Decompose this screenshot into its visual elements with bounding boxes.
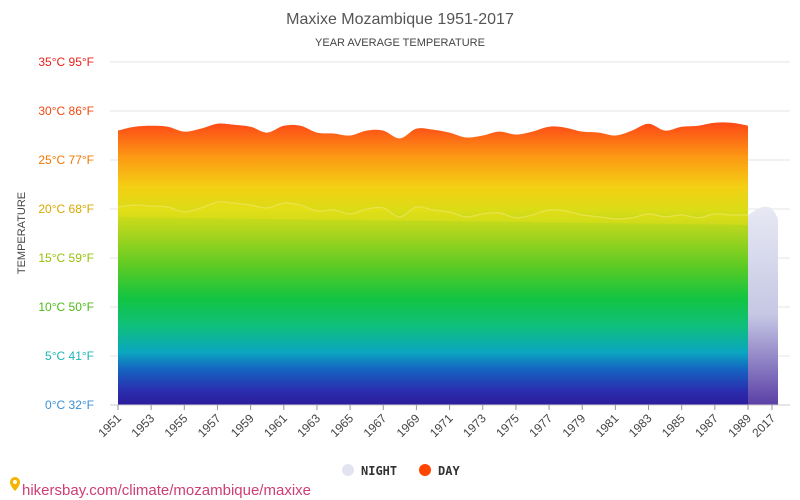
legend-day-swatch[interactable] [419,464,431,476]
day-series-area[interactable] [118,122,748,406]
x-tick-label: 1981 [593,411,622,440]
x-tick-label: 1973 [460,411,489,440]
y-tick-label: 25°C 77°F [38,153,94,167]
plot-areas [117,122,778,406]
y-axis-labels: 0°C 32°F 5°C 41°F 10°C 50°F 15°C 59°F 20°C 6… [38,55,94,412]
x-tick-label: 1961 [261,411,290,440]
x-tick-label: 1977 [526,411,555,440]
source-link[interactable]: hikersbay.com/climate/mozambique/maxixe [10,477,311,499]
night-series-band[interactable] [118,201,748,225]
x-tick-label: 1989 [725,411,754,440]
x-tick-label: 1957 [195,411,224,440]
x-tick-label: 1963 [294,411,323,440]
x-tick-label: 1985 [659,411,688,440]
x-tick-label: 1983 [626,411,655,440]
legend-day-label[interactable]: DAY [438,464,460,478]
x-tick-label: 1969 [394,411,423,440]
x-tick-label: 1965 [327,411,356,440]
legend-night-label[interactable]: NIGHT [361,464,397,478]
x-tick-label: 1959 [228,411,257,440]
x-tick-label: 1953 [128,411,157,440]
x-tick-label: 1955 [162,411,191,440]
x-axis: 1951 1953 1955 1957 1959 1961 1963 1965 1967 1969… [95,404,790,440]
chart-subtitle: YEAR AVERAGE TEMPERATURE [315,37,485,49]
y-axis-title: TEMPERATURE [16,192,28,274]
y-tick-label: 15°C 59°F [38,251,94,265]
x-tick-label: 1971 [427,411,456,440]
legend-night-swatch[interactable] [342,464,354,476]
source-url[interactable]: hikersbay.com/climate/mozambique/maxixe [22,482,311,499]
y-tick-label: 5°C 41°F [45,349,94,363]
map-pin-icon [10,477,20,491]
night-series-line[interactable] [117,201,749,220]
y-tick-label: 20°C 68°F [38,202,94,216]
x-tick-label: 1951 [95,411,124,440]
x-tick-label: 1987 [692,411,721,440]
x-tick-label: 2017 [749,411,778,440]
y-tick-label: 0°C 32°F [45,398,94,412]
x-tick-label: 1967 [361,411,390,440]
y-tick-label: 10°C 50°F [38,300,94,314]
y-tick-label: 30°C 86°F [38,104,94,118]
night-only-segment-area[interactable] [748,206,778,405]
y-tick-label: 35°C 95°F [38,55,94,69]
x-tick-label: 1979 [560,411,589,440]
chart-title: Maxixe Mozambique 1951-2017 [286,11,514,28]
x-tick-label: 1975 [493,411,522,440]
legend: NIGHT DAY [342,464,460,478]
